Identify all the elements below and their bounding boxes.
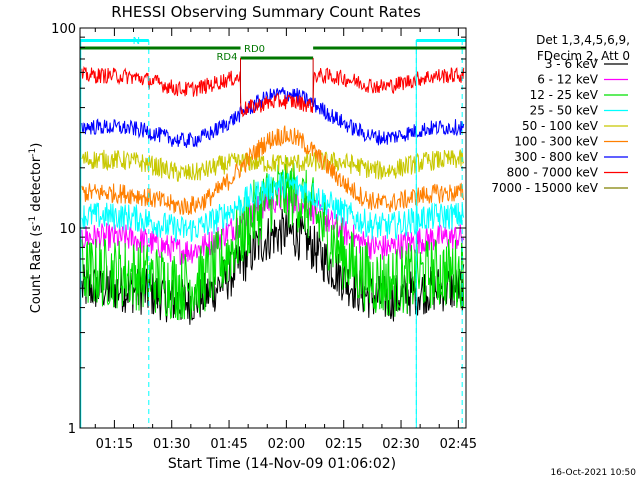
- x-tick-label: 01:30: [153, 437, 190, 452]
- y-tick-label: 10: [59, 222, 76, 237]
- legend-header-line-2: FDecim 2, Att 0: [537, 49, 630, 63]
- x-tick-label: 01:45: [210, 437, 247, 452]
- series-50-100-kev-line: [81, 149, 465, 182]
- series-100-300-kev-line: [81, 125, 465, 216]
- legend-label: 100 - 300 keV: [514, 135, 598, 149]
- generation-timestamp: 16-Oct-2021 10:50: [551, 468, 637, 478]
- legend-label: 3 - 6 keV: [545, 57, 599, 71]
- annotation-layer: N RD4 RD0: [80, 36, 466, 428]
- x-tick-label: 02:00: [268, 437, 305, 452]
- chart-title: RHESSI Observing Summary Count Rates: [111, 3, 421, 21]
- legend-label: 300 - 800 keV: [514, 150, 598, 164]
- y-tick-label: 100: [51, 22, 76, 37]
- series-800-7000-kev-line: [81, 66, 465, 118]
- night-label: N: [133, 36, 140, 47]
- x-tick-label: 02:15: [325, 437, 362, 452]
- series-layer: [81, 66, 465, 325]
- attenuator-state-bar: [80, 46, 241, 50]
- x-tick-label: 01:15: [96, 437, 133, 452]
- y-tick-label: 1: [68, 422, 76, 437]
- legend-label: 12 - 25 keV: [530, 88, 599, 102]
- legend-header-line-1: Det 1,3,4,5,6,9,: [536, 33, 630, 47]
- series-300-800-kev-line: [81, 87, 465, 148]
- legend-label: 800 - 7000 keV: [507, 166, 599, 180]
- legend-label: 7000 - 15000 keV: [491, 181, 598, 195]
- series-25-50-kev-line: [81, 171, 465, 243]
- y-axis-label: Count Rate (s-1 detector-1): [28, 143, 44, 314]
- x-axis: 01:15 01:30 01:45 02:00 02:15 02:30 02:45: [94, 28, 477, 452]
- series-12-25-kev-line: [81, 157, 465, 321]
- x-axis-label: Start Time (14-Nov-09 01:06:02): [168, 456, 396, 472]
- night-interval-bar: [80, 39, 149, 42]
- legend: Det 1,3,4,5,6,9, FDecim 2, Att 0 3 - 6 k…: [491, 33, 630, 195]
- y-axis: 1 10 100: [51, 22, 466, 437]
- x-tick-label: 02:30: [382, 437, 419, 452]
- rd4-label: RD4: [216, 52, 237, 63]
- night-interval-bar: [416, 39, 466, 42]
- legend-label: 50 - 100 keV: [522, 119, 599, 133]
- legend-label: 6 - 12 keV: [537, 73, 599, 87]
- attenuator-state-bar: [313, 46, 466, 50]
- attenuator-state-bar: [240, 56, 314, 60]
- legend-label: 25 - 50 keV: [530, 104, 599, 118]
- rd0-label: RD0: [244, 44, 265, 55]
- x-tick-label: 02:45: [440, 437, 477, 452]
